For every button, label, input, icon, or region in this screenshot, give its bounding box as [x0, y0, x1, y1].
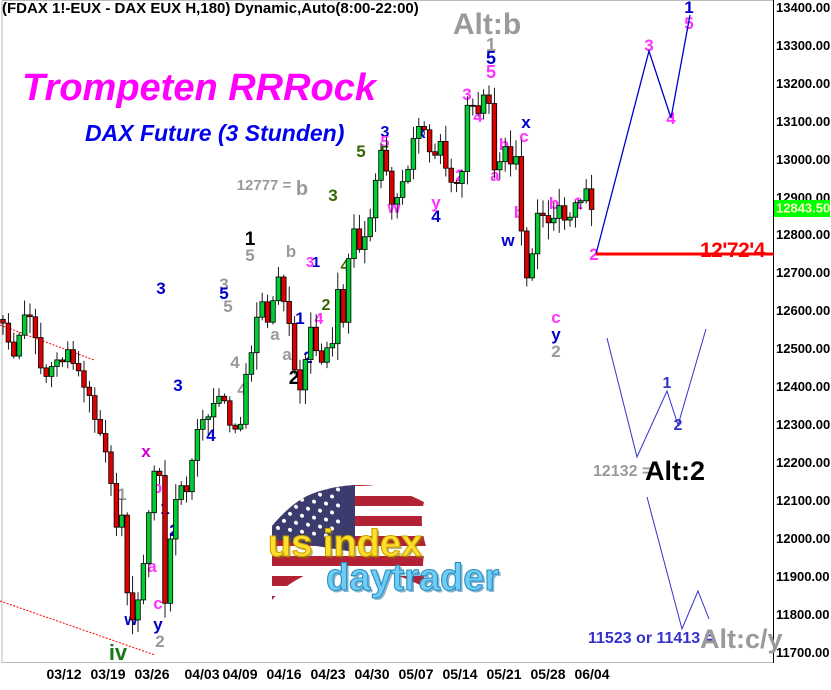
svg-text:04/23: 04/23: [310, 666, 345, 682]
svg-text:11523 or 11413 =: 11523 or 11413 =: [588, 630, 714, 647]
svg-text:5: 5: [486, 62, 496, 82]
svg-text:5: 5: [245, 246, 254, 265]
svg-text:12600.00: 12600.00: [776, 303, 830, 318]
svg-text:1: 1: [663, 375, 672, 392]
svg-text:a: a: [282, 345, 292, 364]
svg-text:5: 5: [219, 284, 228, 303]
svg-text:05/28: 05/28: [530, 666, 565, 682]
svg-text:(FDAX 1!-EUX - DAX EUX H,180): (FDAX 1!-EUX - DAX EUX H,180) Dynamic,Au…: [2, 0, 419, 17]
svg-text:daytrader: daytrader: [326, 557, 499, 599]
svg-text:c: c: [519, 127, 528, 146]
svg-text:b: b: [296, 178, 308, 200]
svg-text:12400.00: 12400.00: [776, 379, 830, 394]
svg-text:13300.00: 13300.00: [776, 38, 830, 53]
svg-text:04/16: 04/16: [266, 666, 301, 682]
svg-text:2: 2: [322, 297, 331, 314]
svg-text:12300.00: 12300.00: [776, 417, 830, 432]
svg-text:x: x: [141, 442, 151, 461]
svg-text:Trompeten RRRock: Trompeten RRRock: [22, 67, 378, 109]
svg-text:4: 4: [666, 109, 676, 128]
svg-text:b: b: [286, 242, 296, 261]
svg-text:12800.00: 12800.00: [776, 227, 830, 242]
svg-text:Alt:2: Alt:2: [645, 456, 705, 486]
svg-text:04/03: 04/03: [184, 666, 219, 682]
svg-text:13200.00: 13200.00: [776, 76, 830, 91]
svg-text:12500.00: 12500.00: [776, 341, 830, 356]
svg-text:13400.00: 13400.00: [776, 0, 830, 15]
svg-text:w: w: [500, 231, 515, 250]
svg-text:11800.00: 11800.00: [776, 607, 830, 622]
svg-text:12200.00: 12200.00: [776, 455, 830, 470]
svg-text:04/30: 04/30: [354, 666, 389, 682]
svg-text:1: 1: [312, 254, 320, 271]
svg-text:11900.00: 11900.00: [776, 569, 830, 584]
svg-text:3: 3: [328, 186, 337, 205]
svg-text:12'72'4: 12'72'4: [700, 239, 766, 262]
svg-text:2: 2: [674, 417, 683, 434]
svg-text:DAX Future (3 Stunden): DAX Future (3 Stunden): [85, 120, 344, 146]
svg-text:12700.00: 12700.00: [776, 265, 830, 280]
svg-text:4: 4: [230, 353, 240, 372]
svg-text:12777 =: 12777 =: [237, 177, 292, 194]
svg-text:05/21: 05/21: [486, 666, 521, 682]
svg-text:a: a: [270, 325, 280, 344]
svg-text:12000.00: 12000.00: [776, 531, 830, 546]
svg-text:Alt:c/y: Alt:c/y: [700, 624, 783, 654]
svg-text:05/07: 05/07: [398, 666, 433, 682]
svg-text:06/04: 06/04: [574, 666, 609, 682]
svg-text:13100.00: 13100.00: [776, 114, 830, 129]
svg-text:c: c: [153, 594, 162, 613]
svg-text:13000.00: 13000.00: [776, 152, 830, 167]
svg-text:03/26: 03/26: [134, 666, 169, 682]
svg-text:03/19: 03/19: [90, 666, 125, 682]
svg-text:3: 3: [173, 376, 182, 395]
svg-text:3: 3: [156, 279, 165, 298]
svg-text:05/14: 05/14: [442, 666, 477, 682]
svg-text:2: 2: [155, 632, 164, 651]
svg-text:2: 2: [551, 342, 560, 361]
svg-text:4: 4: [431, 207, 441, 226]
svg-text:iv: iv: [109, 640, 128, 665]
svg-text:11700.00: 11700.00: [776, 645, 830, 660]
svg-text:5: 5: [356, 142, 365, 161]
svg-text:04/09: 04/09: [222, 666, 257, 682]
svg-text:12843.50: 12843.50: [776, 201, 830, 216]
svg-text:03/12: 03/12: [46, 666, 81, 682]
svg-text:12132 =: 12132 =: [593, 463, 651, 480]
svg-text:12100.00: 12100.00: [776, 493, 830, 508]
